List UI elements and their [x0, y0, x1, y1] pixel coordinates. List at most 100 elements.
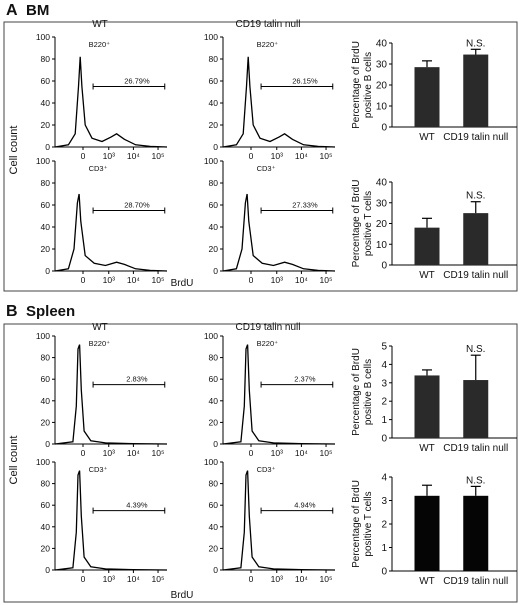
histogram-x-tick-label: 10⁴	[295, 275, 308, 285]
histogram-x-tick-label: 10³	[103, 448, 115, 458]
histogram-y-tick-label: 100	[204, 331, 218, 341]
bar	[463, 380, 489, 438]
histogram-x-tick-label: 0	[249, 448, 254, 458]
bar-chart-2: 0 10 20 30 40 Percentage of BrdU positive T ce…	[351, 178, 517, 281]
histogram-group: 0 20 40 60 80 100 0 10³ 10⁴ 10⁵ B220⁺ 26.79% 0 20 40 60…	[36, 32, 336, 584]
histogram-y-tick-label: 80	[41, 54, 51, 64]
histogram-cell-type: B220⁺	[89, 339, 111, 348]
histogram-y-tick-label: 40	[209, 522, 219, 532]
histogram-y-tick-label: 100	[36, 156, 50, 166]
panel-b-ylabel: Cell count	[8, 436, 20, 485]
gate-percentage: 4.94%	[294, 501, 316, 510]
gate-percentage: 4.39%	[126, 501, 148, 510]
panel-a-ylabel: Cell count	[8, 126, 20, 175]
bar-chart-1: 0 10 20 30 40 Percentage of BrdU positive B ce…	[351, 38, 517, 143]
histogram-x-tick-label: 10⁴	[295, 448, 308, 458]
bar-category-label: WT	[419, 443, 435, 454]
histogram-x-tick-label: 0	[81, 275, 86, 285]
histogram-cell-type: B220⁺	[257, 40, 279, 49]
histogram-curve	[222, 344, 336, 445]
panel-b-frame	[3, 323, 518, 603]
histogram-3: 0 20 40 60 80 100 0 10³ 10⁴ 10⁵ CD3⁺ 28.70%	[36, 156, 168, 285]
histogram-y-tick-label: 40	[41, 222, 51, 232]
histogram-cell-type: B220⁺	[89, 40, 111, 49]
bar-ylabel-line: positive T cells	[363, 491, 374, 556]
histogram-y-tick-label: 0	[45, 439, 50, 449]
bar	[414, 227, 440, 265]
histogram-x-tick-label: 10⁴	[295, 151, 308, 161]
histogram-y-tick-label: 100	[36, 331, 50, 341]
histogram-x-tick-label: 10³	[103, 574, 115, 584]
bar-category-label: CD19 talin null	[443, 443, 508, 454]
histogram-y-tick-label: 0	[45, 142, 50, 152]
panel-a-frame	[3, 21, 518, 292]
bar	[463, 495, 489, 571]
histogram-y-tick-label: 40	[209, 396, 219, 406]
histogram-y-tick-label: 100	[204, 457, 218, 467]
bar-y-tick-label: 40	[376, 39, 388, 50]
panel-b-title: Spleen	[26, 303, 75, 320]
panel-b-null-label: CD19 talin null	[235, 322, 300, 333]
histogram-2: 0 20 40 60 80 100 0 10³ 10⁴ 10⁵ B220⁺ 26.15%	[204, 32, 336, 161]
histogram-y-tick-label: 40	[41, 98, 51, 108]
gate-percentage: 27.33%	[292, 201, 318, 210]
bar-y-tick-label: 0	[381, 567, 387, 578]
bar-y-tick-label: 30	[376, 198, 388, 209]
bar-y-tick-label: 3	[381, 378, 387, 389]
histogram-x-tick-label: 0	[81, 574, 86, 584]
histogram-y-tick-label: 100	[204, 156, 218, 166]
histogram-x-tick-label: 0	[249, 275, 254, 285]
bar-ylabel-line: positive B cells	[363, 359, 374, 425]
histogram-y-tick-label: 100	[36, 457, 50, 467]
histogram-y-tick-label: 40	[209, 98, 219, 108]
histogram-cell-type: CD3⁺	[257, 465, 276, 474]
histogram-x-tick-label: 10⁴	[127, 151, 140, 161]
histogram-x-tick-label: 10⁴	[127, 448, 140, 458]
histogram-curve	[222, 470, 336, 571]
histogram-curve	[54, 56, 168, 148]
bar-y-tick-label: 1	[381, 415, 387, 426]
histogram-5: 0 20 40 60 80 100 0 10³ 10⁴ 10⁵ B220⁺ 2.83%	[36, 331, 168, 458]
histogram-x-tick-label: 0	[81, 448, 86, 458]
histogram-y-tick-label: 0	[45, 266, 50, 276]
histogram-cell-type: CD3⁺	[89, 465, 108, 474]
bar	[463, 213, 489, 265]
histogram-y-tick-label: 20	[41, 244, 51, 254]
histogram-x-tick-label: 0	[249, 151, 254, 161]
histogram-y-tick-label: 20	[209, 543, 219, 553]
bar	[463, 54, 489, 127]
significance-annotation: N.S.	[466, 38, 485, 49]
histogram-y-tick-label: 0	[213, 439, 218, 449]
histogram-x-tick-label: 10⁴	[127, 275, 140, 285]
histogram-cell-type: CD3⁺	[89, 164, 108, 173]
histogram-curve	[54, 470, 168, 571]
histogram-x-tick-label: 10⁵	[320, 151, 333, 161]
histogram-curve	[54, 344, 168, 445]
histogram-8: 0 20 40 60 80 100 0 10³ 10⁴ 10⁵ CD3⁺ 4.94%	[204, 457, 336, 584]
significance-annotation: N.S.	[466, 191, 485, 202]
histogram-curve	[222, 56, 336, 148]
bar-ylabel-line: Percentage of BrdU	[351, 480, 362, 568]
panel-a-title: BM	[26, 2, 49, 19]
panel-a-letter: A	[6, 2, 18, 19]
bar-y-tick-label: 20	[376, 219, 388, 230]
gate-percentage: 2.83%	[126, 375, 148, 384]
bar-y-tick-label: 3	[381, 496, 387, 507]
significance-annotation: N.S.	[466, 475, 485, 486]
bar-ylabel-line: Percentage of BrdU	[351, 180, 362, 268]
significance-annotation: N.S.	[466, 344, 485, 355]
gate-percentage: 26.15%	[292, 77, 318, 86]
gate-percentage: 28.70%	[124, 201, 150, 210]
bar-y-tick-label: 1	[381, 543, 387, 554]
histogram-y-tick-label: 60	[41, 500, 51, 510]
bar-y-tick-label: 2	[381, 397, 387, 408]
histogram-y-tick-label: 80	[209, 178, 219, 188]
bar-y-tick-label: 5	[381, 342, 387, 353]
histogram-y-tick-label: 0	[213, 565, 218, 575]
bar-ylabel-line: Percentage of BrdU	[351, 348, 362, 436]
histogram-y-tick-label: 20	[41, 417, 51, 427]
bar-chart-3: 0 1 2 3 4 5 Percentage of BrdU positive B cells…	[351, 342, 517, 454]
histogram-y-tick-label: 20	[209, 120, 219, 130]
bar	[414, 495, 440, 571]
